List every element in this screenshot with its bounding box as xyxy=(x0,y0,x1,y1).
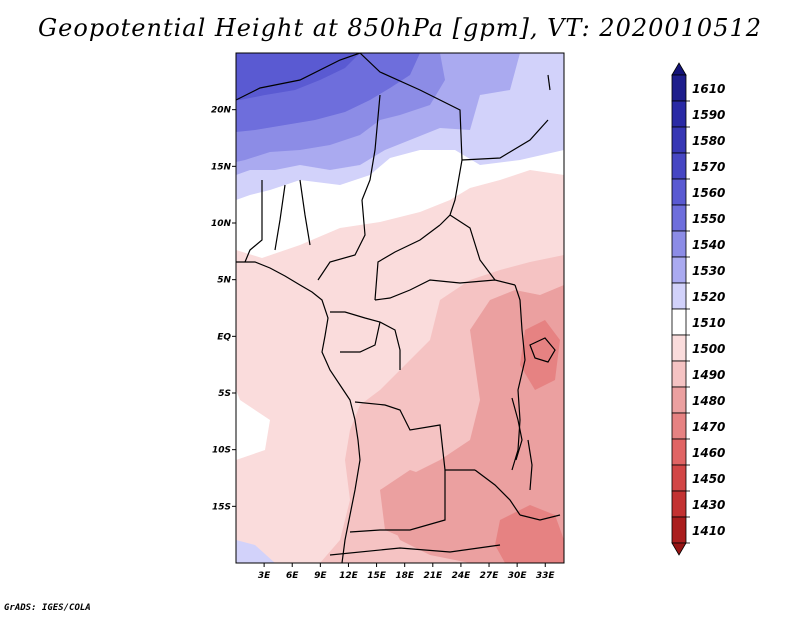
colorbar-swatch xyxy=(671,308,687,336)
field-1520-sw xyxy=(236,540,275,563)
colorbar-swatch xyxy=(671,490,687,518)
border-18 xyxy=(244,180,263,263)
colorbar-label: 1550 xyxy=(692,212,725,226)
country-boundaries xyxy=(236,53,561,563)
lat-tick-label: 15N xyxy=(211,162,232,172)
border-16 xyxy=(329,544,501,556)
lon-tick-label: 30E xyxy=(508,571,528,581)
border-10 xyxy=(461,119,549,161)
longitude-axis: 3E 6E 9E 12E 15E 18E 21E 24E 27E 30E 33E xyxy=(258,563,556,581)
field-1470 xyxy=(495,505,564,563)
colorbar-label: 1430 xyxy=(692,498,725,512)
lon-tick-label: 33E xyxy=(536,571,556,581)
colorbar-label: 1570 xyxy=(692,160,725,174)
colorbar-over-arrow xyxy=(671,62,687,76)
border-1 xyxy=(236,53,361,101)
border-4 xyxy=(317,199,366,281)
lat-tick-label: 20N xyxy=(211,106,232,116)
colorbar: 1610 1590 1580 1570 1560 1550 1540 1530 1520 1510… xyxy=(671,62,725,556)
border-2 xyxy=(359,53,463,161)
lake-tanganyika xyxy=(511,397,523,461)
lat-tick-label: 10S xyxy=(212,446,231,456)
colorbar-label: 1610 xyxy=(692,82,725,96)
border-20 xyxy=(299,179,311,246)
lat-tick-label: 10N xyxy=(211,219,232,229)
lon-tick-label: 12E xyxy=(339,571,359,581)
border-8 xyxy=(511,284,526,471)
colorbar-label: 1520 xyxy=(692,290,725,304)
colorbar-label: 1450 xyxy=(692,472,725,486)
field-1480-south xyxy=(380,470,450,545)
map-title: Geopotential Height at 850hPa [gpm], VT:… xyxy=(38,14,762,42)
height-field xyxy=(236,53,564,563)
latitude-axis: 20N 15N 10N 5N EQ 5S 10S 15S xyxy=(211,106,236,512)
colorbar-swatch xyxy=(671,230,687,258)
map-frame xyxy=(235,52,565,564)
lake-victoria xyxy=(529,337,556,363)
colorbar-label: 1510 xyxy=(692,316,725,330)
border-3 xyxy=(361,94,381,201)
colorbar-swatch xyxy=(671,464,687,492)
field-1470-east xyxy=(520,320,560,390)
colorbar-swatch xyxy=(671,100,687,128)
colorbar-label: 1490 xyxy=(692,368,725,382)
lon-tick-label: 15E xyxy=(367,571,387,581)
footer-credit: GrADS: IGES/COLA xyxy=(4,603,91,613)
lat-tick-label: 5N xyxy=(217,276,231,286)
colorbar-swatch xyxy=(671,282,687,310)
colorbar-label: 1580 xyxy=(692,134,725,148)
colorbar-swatch xyxy=(671,334,687,362)
colorbar-label: 1470 xyxy=(692,420,725,434)
colorbar-label: 1530 xyxy=(692,264,725,278)
colorbar-label: 1560 xyxy=(692,186,725,200)
lon-tick-label: 9E xyxy=(314,571,327,581)
lon-tick-label: 18E xyxy=(395,571,415,581)
colorbar-swatch xyxy=(671,438,687,466)
lon-tick-label: 6E xyxy=(286,571,299,581)
border-9 xyxy=(449,214,496,281)
lon-tick-label: 21E xyxy=(423,571,443,581)
colorbar-swatch xyxy=(671,256,687,284)
coastline xyxy=(236,261,361,563)
border-14 xyxy=(474,469,521,516)
border-5 xyxy=(439,159,463,226)
colorbar-label: 1540 xyxy=(692,238,725,252)
border-6 xyxy=(374,224,441,301)
lon-tick-label: 24E xyxy=(452,571,472,581)
border-17 xyxy=(519,514,561,521)
colorbar-swatch xyxy=(671,74,687,102)
colorbar-swatch xyxy=(671,386,687,414)
border-19 xyxy=(274,184,286,251)
lake-malawi xyxy=(527,439,533,491)
colorbar-label: 1460 xyxy=(692,446,725,460)
lat-tick-label: 5S xyxy=(218,389,231,399)
border-12 xyxy=(340,321,381,353)
border-15 xyxy=(349,470,446,533)
lon-tick-label: 3E xyxy=(258,571,271,581)
lon-tick-label: 27E xyxy=(480,571,500,581)
colorbar-swatch xyxy=(671,204,687,232)
colorbar-swatch xyxy=(671,178,687,206)
lat-tick-label: EQ xyxy=(217,332,231,342)
colorbar-swatch xyxy=(671,412,687,440)
colorbar-swatch xyxy=(671,516,687,544)
colorbar-label: 1590 xyxy=(692,108,725,122)
colorbar-swatch xyxy=(671,126,687,154)
nile-line xyxy=(547,74,551,91)
colorbar-swatch xyxy=(671,152,687,180)
colorbar-under-arrow xyxy=(671,542,687,556)
colorbar-label: 1500 xyxy=(692,342,725,356)
colorbar-label: 1410 xyxy=(692,524,725,538)
field-1560 xyxy=(236,53,360,100)
colorbar-swatch xyxy=(671,360,687,388)
lat-tick-label: 15S xyxy=(212,502,231,512)
colorbar-label: 1480 xyxy=(692,394,725,408)
